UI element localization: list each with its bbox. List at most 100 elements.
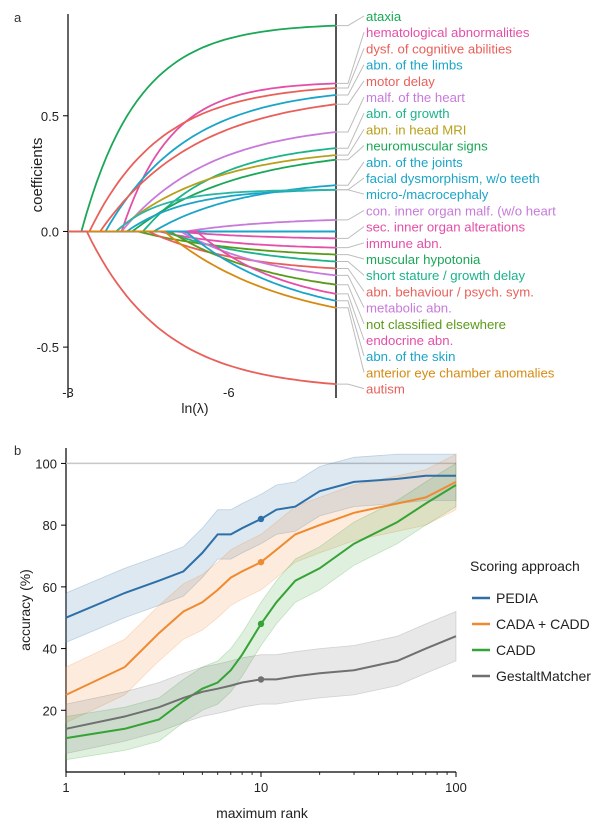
panel-b-x-ticks: 1 10 100 bbox=[62, 772, 467, 795]
series-line-neuromuscular-signs bbox=[68, 158, 337, 233]
connector-autism bbox=[336, 383, 365, 390]
connector-short-stature-growth-delay bbox=[336, 261, 365, 276]
series-label-endocrine-abn: endocrine abn. bbox=[366, 333, 453, 348]
series-line-hematological-abnormalities bbox=[68, 82, 337, 233]
x-tick-label: -6 bbox=[223, 385, 235, 400]
legend-label-cadd: CADD bbox=[496, 642, 536, 658]
series-line-cadd bbox=[65, 484, 457, 740]
series-line-dysf-of-cognitive-abilities bbox=[68, 87, 337, 233]
panel-b-legend: Scoring approach PEDIA CADA + CADD CADD Ges… bbox=[470, 558, 591, 684]
series-line-malf-of-the-heart bbox=[68, 131, 337, 233]
marker-cadd bbox=[257, 620, 265, 628]
band-cadd bbox=[65, 462, 457, 761]
series-label-micro-macrocephaly: micro-/macrocephaly bbox=[366, 187, 489, 202]
y-tick-label: 20 bbox=[43, 703, 57, 718]
connector-con-inner-organ-malf-w-o-heart bbox=[336, 209, 365, 221]
connector-muscular-hypotonia bbox=[336, 254, 365, 260]
y-tick-label: -0.5 bbox=[37, 340, 59, 355]
y-tick-label: 40 bbox=[43, 642, 57, 657]
panel-a-x-label: ln(λ) bbox=[181, 400, 208, 416]
marker-cada-cadd bbox=[257, 558, 265, 566]
y-tick-label: 60 bbox=[43, 580, 57, 595]
band-pedia bbox=[65, 453, 457, 644]
connector-abn-of-the-joints bbox=[336, 161, 365, 186]
panel-a-label: a bbox=[14, 10, 22, 25]
series-label-not-classified-elsewhere: not classified elsewhere bbox=[366, 317, 506, 332]
series-line-motor-delay bbox=[68, 103, 337, 233]
y-tick-label: 80 bbox=[43, 518, 57, 533]
connector-hematological-abnormalities bbox=[336, 32, 365, 84]
series-label-motor-delay: motor delay bbox=[366, 74, 435, 89]
y-tick-label: 0.0 bbox=[41, 224, 59, 239]
connector-abn-of-the-limbs bbox=[336, 64, 365, 96]
series-label-abn-of-the-joints: abn. of the joints bbox=[366, 155, 463, 170]
series-label-facial-dysmorphism-w-o-teeth: facial dysmorphism, w/o teeth bbox=[366, 171, 540, 186]
series-label-anterior-eye-chamber-anomalies: anterior eye chamber anomalies bbox=[366, 365, 555, 380]
y-tick-label: 100 bbox=[35, 456, 57, 471]
panel-b-confidence-bands bbox=[65, 453, 457, 761]
connector-sec-inner-organ-alterations bbox=[336, 226, 365, 239]
panel-b-label: b bbox=[14, 443, 21, 458]
series-line-abn-of-the-limbs bbox=[68, 94, 337, 233]
x-tick-label: 1 bbox=[62, 780, 69, 795]
series-label-neuromuscular-signs: neuromuscular signs bbox=[366, 139, 488, 154]
series-line-abn-in-head-mri bbox=[68, 154, 337, 233]
x-tick-label: 100 bbox=[445, 780, 467, 795]
band-cada-cadd bbox=[65, 453, 457, 724]
series-line-gestaltmatcher bbox=[65, 635, 457, 730]
marker-gestaltmatcher bbox=[257, 676, 265, 683]
legend-label-gestaltmatcher: GestaltMatcher bbox=[496, 668, 591, 684]
series-label-immune-abn: immune abn. bbox=[366, 236, 442, 251]
connector-facial-dysmorphism-w-o-teeth bbox=[336, 177, 365, 191]
series-line-pedia bbox=[65, 474, 456, 619]
series-line-abn-of-the-joints bbox=[68, 184, 337, 233]
panel-b-x-label: maximum rank bbox=[216, 805, 309, 821]
series-label-muscular-hypotonia: muscular hypotonia bbox=[366, 252, 481, 267]
series-line-autism bbox=[68, 230, 337, 385]
panel-a-y-ticks: 0.5 0.0 -0.5 bbox=[37, 109, 68, 355]
connector-anterior-eye-chamber-anomalies bbox=[336, 307, 365, 373]
y-tick-label: 0.5 bbox=[41, 109, 59, 124]
series-line-metabolic-abn bbox=[68, 230, 337, 277]
connector-abn-of-the-skin bbox=[336, 300, 365, 357]
x-tick-label: -3 bbox=[62, 385, 74, 400]
series-label-autism: autism bbox=[366, 382, 405, 397]
series-line-abn-behaviour-psych-sym bbox=[68, 230, 337, 270]
legend-label-cada-cadd: CADA + CADD bbox=[496, 616, 590, 632]
series-line-short-stature-growth-delay bbox=[68, 230, 337, 263]
panel-b-series bbox=[65, 474, 457, 740]
series-line-immune-abn bbox=[68, 230, 336, 249]
series-line-con-inner-organ-malf-w-o-heart bbox=[68, 219, 337, 233]
series-label-ataxia: ataxia bbox=[366, 9, 402, 24]
connector-not-classified-elsewhere bbox=[336, 284, 365, 324]
series-label-metabolic-abn: metabolic abn. bbox=[366, 301, 452, 316]
connector-immune-abn bbox=[336, 242, 365, 249]
panel-a-label-connectors bbox=[336, 15, 365, 390]
connector-neuromuscular-signs bbox=[336, 145, 365, 161]
series-line-micro-macrocephaly bbox=[68, 188, 336, 233]
series-label-con-inner-organ-malf-w-o-heart: con. inner organ malf. (w/o heart bbox=[366, 203, 556, 218]
panel-a-series bbox=[68, 24, 337, 385]
connector-endocrine-abn bbox=[336, 293, 365, 341]
series-label-malf-of-the-heart: malf. of the heart bbox=[366, 90, 465, 105]
connector-ataxia bbox=[336, 15, 365, 27]
connector-abn-of-growth bbox=[336, 112, 365, 149]
connector-motor-delay bbox=[336, 80, 365, 105]
series-line-anterior-eye-chamber-anomalies bbox=[68, 230, 337, 309]
series-label-abn-behaviour-psych-sym: abn. behaviour / psych. sym. bbox=[366, 284, 534, 299]
series-label-dysf-of-cognitive-abilities: dysf. of cognitive abilities bbox=[366, 41, 512, 56]
series-label-sec-inner-organ-alterations: sec. inner organ alterations bbox=[366, 220, 525, 235]
series-line-muscular-hypotonia bbox=[68, 230, 337, 256]
panel-b-y-label: accuracy (%) bbox=[17, 569, 33, 651]
series-label-abn-of-the-skin: abn. of the skin bbox=[366, 349, 455, 364]
connector-dysf-of-cognitive-abilities bbox=[336, 48, 365, 89]
panel-a-axes bbox=[67, 14, 337, 398]
series-line-cada-cadd bbox=[65, 481, 457, 696]
series-label-short-stature-growth-delay: short stature / growth delay bbox=[366, 268, 525, 283]
series-label-abn-of-growth: abn. of growth bbox=[366, 106, 450, 121]
x-tick-label: 10 bbox=[254, 780, 268, 795]
series-line-abn-of-the-skin bbox=[68, 230, 337, 302]
legend-title: Scoring approach bbox=[470, 558, 580, 574]
series-line-endocrine-abn bbox=[68, 230, 337, 295]
